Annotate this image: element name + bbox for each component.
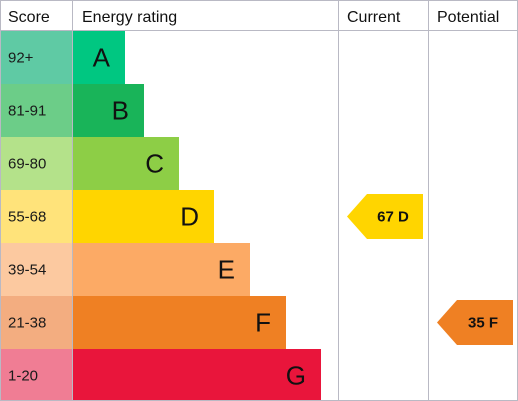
score-range-e: 39-54 — [8, 262, 46, 279]
score-cell-d — [1, 190, 72, 243]
header-current: Current — [347, 9, 401, 26]
band-bar-b — [73, 84, 144, 137]
score-range-a: 92+ — [8, 50, 34, 67]
band-bar-c — [73, 137, 179, 190]
current-rating-arrow — [347, 194, 423, 239]
rating-rows: 92+ A 81-91 B 69-80 C 55-68 D 39-54 E 21-38 F 1-20 G — [1, 31, 321, 401]
score-range-c: 69-80 — [8, 156, 46, 173]
band-bar-g — [73, 349, 321, 401]
band-bar-f — [73, 296, 286, 349]
score-cell-f — [1, 296, 72, 349]
score-range-d: 55-68 — [8, 209, 46, 226]
header-score: Score — [8, 9, 50, 26]
band-letter-f: F — [255, 308, 271, 338]
header-energy-rating: Energy rating — [82, 9, 177, 26]
score-cell-b — [1, 84, 72, 137]
band-bar-a — [73, 31, 125, 84]
current-rating-value: 67 D — [377, 209, 409, 226]
score-range-b: 81-91 — [8, 103, 46, 120]
score-range-g: 1-20 — [8, 368, 38, 385]
band-letter-b: B — [112, 96, 129, 126]
rating-arrows: 67 D 35 F — [347, 194, 513, 345]
score-cell-g — [1, 349, 72, 401]
header-potential: Potential — [437, 9, 499, 26]
score-range-f: 21-38 — [8, 315, 46, 332]
potential-rating-value: 35 F — [468, 315, 498, 332]
score-cell-e — [1, 243, 72, 296]
potential-rating-arrow — [437, 300, 513, 345]
band-bar-d — [73, 190, 214, 243]
band-letter-a: A — [93, 43, 111, 73]
score-cell-a — [1, 31, 72, 84]
band-letter-d: D — [180, 202, 199, 232]
band-letter-g: G — [286, 361, 306, 391]
band-letter-c: C — [145, 149, 164, 179]
band-letter-e: E — [218, 255, 235, 285]
score-cell-c — [1, 137, 72, 190]
band-bar-e — [73, 243, 250, 296]
